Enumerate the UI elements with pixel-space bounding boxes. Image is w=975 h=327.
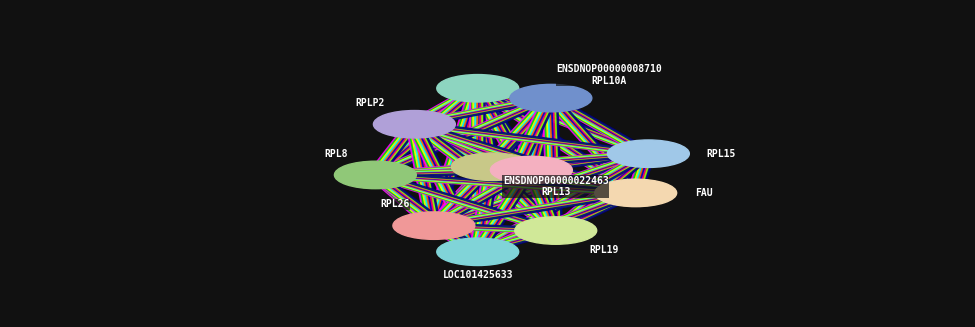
Text: LOC101425633: LOC101425633	[443, 270, 513, 280]
Circle shape	[510, 84, 592, 112]
Text: RPL19: RPL19	[590, 245, 619, 255]
Circle shape	[373, 111, 455, 138]
Text: ENSDNOP00000022463
RPL13: ENSDNOP00000022463 RPL13	[503, 176, 608, 197]
Text: RPL26: RPL26	[380, 199, 410, 209]
Circle shape	[437, 238, 519, 266]
Circle shape	[515, 217, 597, 244]
Circle shape	[393, 212, 475, 239]
Text: FAU: FAU	[695, 188, 713, 198]
Circle shape	[607, 140, 689, 167]
Text: ENSDNOP00000008710
RPL10A: ENSDNOP00000008710 RPL10A	[557, 64, 662, 86]
Text: RPL15: RPL15	[707, 149, 736, 159]
Circle shape	[437, 75, 519, 102]
Circle shape	[451, 153, 533, 181]
Text: RPLP2: RPLP2	[356, 98, 385, 108]
Circle shape	[490, 156, 572, 184]
Circle shape	[334, 161, 416, 189]
Text: RPL8: RPL8	[325, 149, 348, 159]
Circle shape	[595, 179, 677, 207]
